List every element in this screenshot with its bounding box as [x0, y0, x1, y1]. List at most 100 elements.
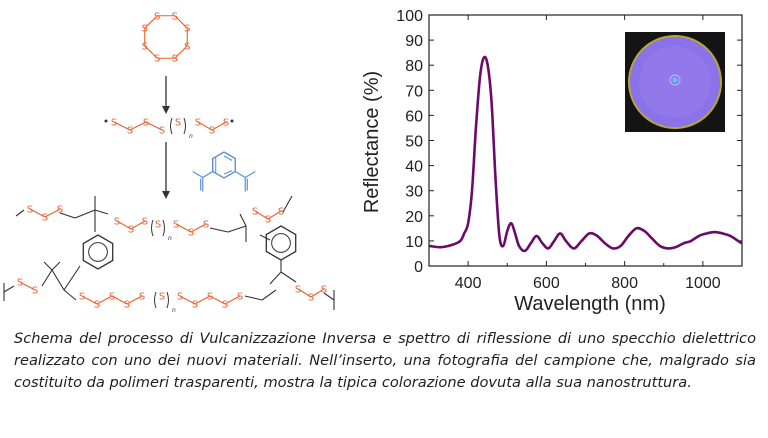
bond	[254, 210, 269, 220]
bond	[74, 209, 96, 219]
sulfur-atom: S	[109, 292, 115, 303]
radical-dot	[104, 119, 108, 123]
bond	[174, 15, 188, 29]
sulfur-atom: S	[222, 300, 228, 311]
bond	[51, 269, 65, 291]
repeat-subscript: n	[172, 307, 176, 314]
bond	[81, 295, 98, 305]
sulfur-atom: S	[173, 220, 179, 231]
close-bracket	[162, 219, 165, 237]
reflectance-series-line	[428, 55, 743, 253]
sulfur-atom: S	[195, 118, 201, 129]
bond	[310, 288, 325, 298]
bond	[111, 295, 128, 305]
benzene-ring	[265, 225, 297, 261]
sulfur-atom: S	[203, 220, 209, 231]
aromatic-circle	[88, 242, 108, 262]
open-bracket	[154, 291, 157, 309]
sulfur-atom: S	[142, 217, 148, 228]
y-tick-label: 40	[405, 159, 423, 176]
bond	[29, 208, 46, 218]
benzene-ring	[82, 234, 114, 270]
bond	[130, 220, 146, 230]
bond	[63, 265, 81, 291]
x-tick-label: 600	[533, 275, 560, 292]
bond	[113, 121, 131, 131]
bond	[197, 121, 213, 131]
double-bond	[223, 155, 233, 161]
y-axis-ticks: 0 10 20 30 40 50 60 70 80 90 100	[396, 8, 742, 276]
sulfur-atom: S	[308, 293, 314, 304]
sulfur-atom: S	[17, 278, 23, 289]
sulfur-atom: S	[124, 300, 130, 311]
bond	[269, 271, 282, 285]
bond	[144, 45, 158, 59]
y-tick-label: 30	[405, 184, 423, 201]
sulfur-atom: S	[127, 126, 133, 137]
bond	[174, 45, 188, 59]
close-bracket	[183, 117, 186, 135]
bond	[261, 289, 277, 301]
bond	[209, 227, 229, 233]
bond	[227, 225, 247, 233]
sulfur-atom: S	[142, 41, 148, 52]
sulfur-atom: S	[192, 300, 198, 311]
sulfur-atom: S	[154, 54, 160, 65]
bond	[179, 295, 196, 305]
sulfur-atom: S	[172, 11, 178, 22]
sulfur-atom: S	[114, 217, 120, 228]
y-tick-label: 100	[396, 8, 423, 25]
repeat-subscript: n	[168, 235, 172, 242]
sulfur-atom: S	[42, 213, 48, 224]
sulfur-atom: S	[57, 205, 63, 216]
bond	[51, 261, 61, 271]
bond	[297, 288, 312, 298]
double-bond	[223, 170, 233, 175]
x-tick-label: 1000	[685, 275, 721, 292]
isopropenyl-group	[192, 170, 214, 192]
sulfur-atom: S	[177, 292, 183, 303]
bond	[244, 295, 263, 301]
inset-photo	[625, 32, 725, 132]
aromatic-circle	[271, 233, 291, 253]
x-axis-label: Wavelength (nm)	[514, 293, 666, 315]
close-bracket	[166, 291, 169, 309]
x-tick-label: 800	[611, 275, 638, 292]
y-axis-label: Reflectance (%)	[361, 71, 383, 213]
sulfur-atom: S	[172, 54, 178, 65]
bond	[19, 281, 36, 291]
bond	[94, 209, 109, 215]
x-axis-ticks: 400 600 800 1000	[455, 15, 743, 292]
reflectance-spectrum-chart: 0 10 20 30 40 50 60 70 80 90 100 400 600 800 1000 Wav…	[361, 8, 743, 315]
sulfur-atom: S	[223, 118, 229, 129]
y-tick-label: 10	[405, 234, 423, 251]
sulfur-atom: S	[237, 292, 243, 303]
sulfur-atom: S	[111, 118, 117, 129]
diisopropenylbenzene-crosslinker	[192, 151, 256, 192]
y-tick-label: 20	[405, 209, 423, 226]
isopropenyl-group	[234, 170, 256, 192]
bond	[145, 121, 163, 131]
bond	[126, 295, 143, 305]
bond	[59, 212, 76, 219]
bond	[190, 223, 207, 233]
crosslinker-ring	[211, 151, 237, 179]
bond	[43, 261, 53, 271]
repeat-subscript: n	[189, 133, 193, 140]
bond	[224, 295, 241, 305]
bond	[44, 208, 61, 218]
sulfur-atom: S	[207, 292, 213, 303]
radical-dot	[230, 119, 234, 123]
y-tick-label: 0	[414, 259, 423, 276]
sulfur-atom: S	[209, 126, 215, 137]
bond	[129, 121, 147, 131]
sulfur-atom: S	[175, 118, 181, 129]
y-tick-label: 50	[405, 134, 423, 151]
bond	[211, 121, 227, 131]
sulfur-atom: S	[252, 207, 258, 218]
sulfur-atom: S	[184, 41, 190, 52]
sulfur-atom: S	[184, 24, 190, 35]
